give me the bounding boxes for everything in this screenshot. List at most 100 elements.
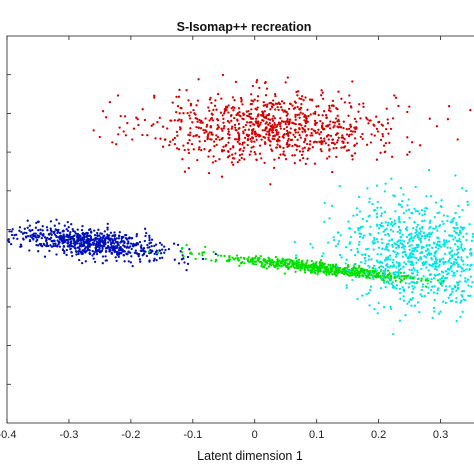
scatter-point-s3-68: [389, 223, 393, 226]
scatter-point-s3-767: [454, 258, 458, 262]
scatter-point-s1-348: [127, 250, 130, 253]
scatter-point-s0-327: [212, 140, 216, 143]
scatter-point-s0-578: [294, 131, 297, 134]
scatter-point-s3-546: [460, 290, 464, 293]
scatter-point-s0-858: [238, 114, 241, 117]
scatter-point-s3-787: [363, 256, 367, 260]
scatter-point-s0-334: [233, 116, 236, 120]
scatter-point-s0-516: [435, 125, 439, 128]
scatter-point-s1-472: [158, 249, 161, 252]
scatter-point-s0-525: [178, 126, 182, 129]
scatter-point-s3-883: [424, 249, 428, 253]
scatter-point-s2-472: [306, 268, 310, 272]
scatter-point-s0-206: [250, 108, 253, 111]
scatter-point-s2-643: [251, 262, 254, 265]
scatter-point-s3-838: [434, 225, 438, 228]
scatter-point-s3-420: [365, 220, 369, 223]
scatter-point-s3-853: [469, 275, 472, 278]
scatter-point-s0-597: [230, 161, 234, 164]
scatter-point-s0-431: [257, 113, 260, 116]
scatter-point-s1-323: [32, 238, 35, 241]
scatter-point-s0-881: [232, 146, 235, 149]
scatter-point-s0-455: [291, 144, 294, 148]
scatter-point-s1-644: [162, 245, 166, 248]
scatter-point-s3-801: [416, 301, 420, 304]
scatter-point-s2-509: [263, 259, 266, 262]
scatter-point-s0-505: [345, 149, 349, 152]
scatter-point-s0-311: [255, 138, 258, 141]
scatter-point-s0-110: [279, 145, 282, 149]
scatter-point-s0-723: [163, 138, 167, 141]
scatter-point-s3-239: [453, 274, 456, 277]
scatter-point-s0-322: [279, 125, 282, 128]
scatter-point-s0-819: [131, 138, 134, 141]
scatter-point-s0-873: [227, 128, 230, 131]
scatter-point-s0-580: [283, 109, 287, 112]
scatter-point-s2-528: [297, 267, 300, 270]
scatter-point-s3-769: [402, 240, 406, 243]
scatter-point-s3-630: [409, 276, 412, 279]
scatter-point-s0-259: [406, 153, 409, 156]
scatter-point-s3-214: [344, 245, 348, 249]
scatter-point-s3-255: [359, 225, 363, 229]
scatter-point-s0-785: [190, 142, 194, 146]
scatter-point-s3-401: [449, 300, 452, 303]
scatter-point-s0-812: [292, 107, 295, 110]
scatter-point-s0-838: [284, 122, 287, 126]
scatter-point-s3-799: [398, 275, 402, 278]
scatter-point-s0-280: [256, 99, 259, 102]
scatter-point-s0-852: [319, 136, 323, 140]
scatter-point-s1-25: [172, 242, 176, 245]
scatter-point-s3-442: [373, 238, 376, 242]
scatter-point-s3-51: [413, 286, 416, 289]
scatter-point-s1-380: [123, 260, 126, 263]
scatter-point-s3-707: [436, 240, 440, 243]
scatter-point-s0-238: [273, 126, 276, 129]
scatter-point-s3-740: [432, 291, 436, 294]
scatter-point-s3-814: [404, 250, 407, 254]
scatter-point-s0-372: [198, 140, 201, 143]
scatter-point-s0-738: [146, 134, 149, 137]
scatter-point-s3-736: [426, 247, 429, 251]
scatter-point-s0-420: [306, 149, 310, 152]
scatter-point-s2-374: [254, 263, 258, 266]
scatter-point-s0-673: [314, 112, 317, 115]
scatter-point-s0-358: [296, 94, 299, 97]
scatter-point-s3-655: [456, 282, 459, 285]
scatter-point-s3-666: [361, 236, 365, 239]
scatter-point-s0-428: [279, 117, 282, 120]
scatter-point-s1-739: [130, 247, 133, 251]
scatter-point-s3-888: [469, 294, 472, 297]
scatter-point-s2-360: [394, 279, 397, 283]
scatter-point-s0-705: [215, 108, 218, 111]
scatter-point-s0-798: [329, 110, 332, 113]
scatter-point-s3-648: [465, 239, 468, 242]
scatter-point-s3-843: [424, 206, 427, 210]
scatter-point-s3-841: [397, 203, 401, 206]
scatter-point-s3-631: [406, 204, 409, 207]
scatter-point-s0-416: [108, 100, 112, 104]
scatter-point-s3-598: [456, 255, 460, 259]
scatter-point-s3-24: [366, 272, 369, 275]
scatter-point-s0-518: [304, 162, 307, 166]
scatter-point-s0-530: [289, 102, 292, 106]
scatter-point-s0-135: [298, 113, 301, 116]
scatter-point-s1-669: [87, 228, 91, 232]
scatter-point-s3-815: [382, 230, 385, 233]
scatter-point-s1-88: [135, 235, 138, 238]
scatter-point-s0-839: [242, 146, 246, 149]
scatter-point-s0-656: [315, 105, 318, 108]
scatter-point-s0-603: [258, 144, 262, 147]
scatter-point-s3-334: [336, 242, 340, 246]
scatter-point-s0-422: [188, 114, 191, 117]
scatter-point-s0-888: [353, 130, 357, 133]
scatter-point-s3-76: [416, 210, 420, 213]
scatter-point-s0-542: [253, 98, 256, 101]
scatter-point-s3-818: [380, 212, 383, 215]
scatter-point-s1-193: [148, 236, 151, 240]
scatter-point-s0-104: [293, 161, 296, 165]
scatter-point-s0-567: [286, 145, 289, 148]
scatter-point-s2-514: [373, 274, 376, 277]
scatter-point-s1-563: [62, 245, 66, 248]
scatter-point-s0-744: [319, 148, 322, 151]
